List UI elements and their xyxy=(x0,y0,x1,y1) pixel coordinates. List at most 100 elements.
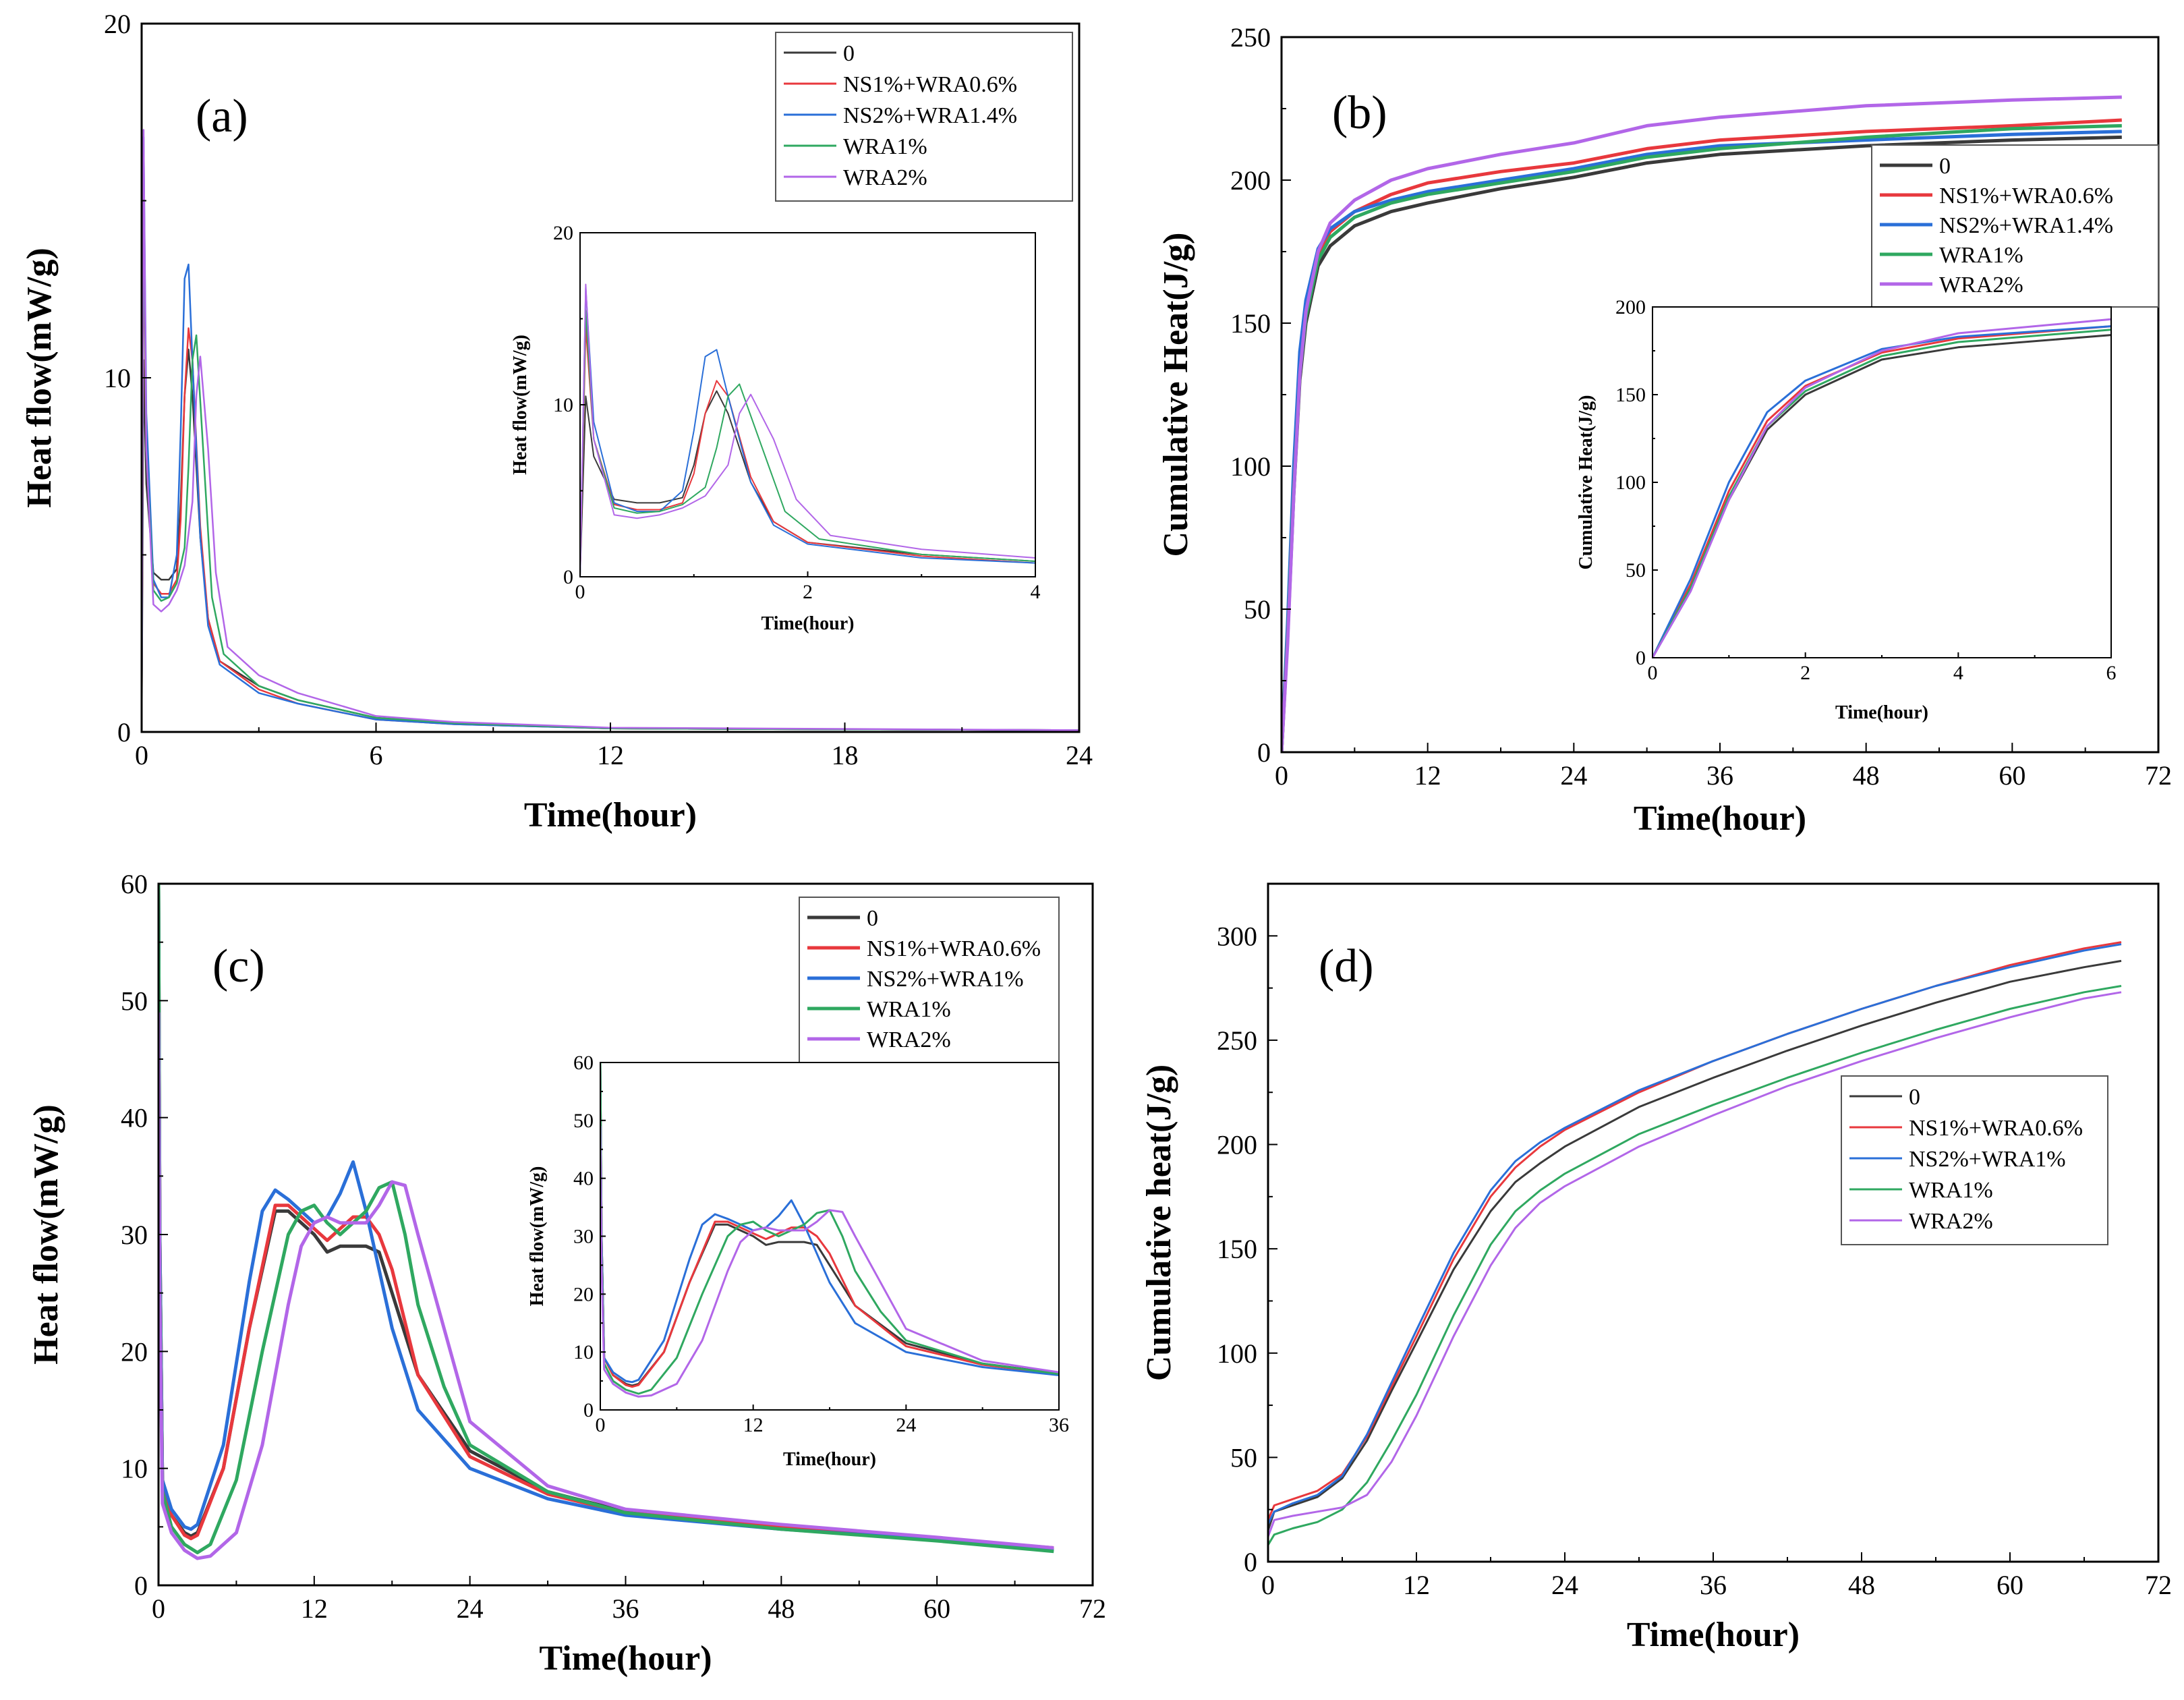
panel-c: 0 12 24 36 48 60 72 0 10 20 30 40 50 60 Time(hour) Heat… xyxy=(27,869,1106,1678)
y-axis-label: Heat flow(mW/g) xyxy=(510,335,531,475)
legend-entry: WRA2% xyxy=(1909,1209,1993,1234)
y-tick-label: 60 xyxy=(573,1052,594,1074)
legend-entry: WRA1% xyxy=(1939,243,2023,268)
series-line-ns1-wra0-6- xyxy=(600,1062,1059,1388)
x-tick-label: 12 xyxy=(1414,760,1441,791)
x-tick-label: 48 xyxy=(1853,760,1880,791)
x-tick-label: 48 xyxy=(1848,1570,1875,1600)
legend-entry: NS1%+WRA0.6% xyxy=(1939,183,2113,208)
y-tick-label: 50 xyxy=(1244,594,1271,625)
series-line-wra2- xyxy=(159,1012,1054,1560)
x-tick-label: 24 xyxy=(1551,1570,1578,1600)
y-tick-label: 100 xyxy=(1230,451,1271,482)
y-axis-label: Cumulative Heat(J/g) xyxy=(1576,395,1597,570)
legend-entry: NS2%+WRA1.4% xyxy=(1939,213,2113,238)
y-tick-label: 10 xyxy=(121,1454,148,1484)
series-line-ns1-wra0-6- xyxy=(1653,325,2111,658)
y-tick-label: 10 xyxy=(553,394,573,416)
legend-entry: NS2%+WRA1% xyxy=(867,967,1024,992)
x-tick-label: 24 xyxy=(457,1593,484,1624)
series-line-wra1- xyxy=(142,182,1079,732)
y-tick-label: 30 xyxy=(121,1220,148,1250)
x-tick-label: 0 xyxy=(135,740,148,770)
x-tick-label: 0 xyxy=(1648,662,1658,684)
x-tick-label: 4 xyxy=(1031,581,1041,603)
y-tick-label: 200 xyxy=(1230,165,1271,196)
y-tick-label: 250 xyxy=(1230,22,1271,53)
series-line-wra1- xyxy=(600,1062,1059,1395)
x-tick-label: 72 xyxy=(1079,1593,1106,1624)
legend-entry: 0 xyxy=(1939,154,1951,179)
inset-background xyxy=(600,1062,1059,1410)
series-line-ns1-wra0-6- xyxy=(580,327,1035,577)
series-line-wra2- xyxy=(600,1126,1059,1398)
x-tick-label: 0 xyxy=(1261,1570,1275,1600)
y-tick-label: 0 xyxy=(583,1399,594,1421)
series-line-0 xyxy=(1653,334,2111,658)
x-tick-label: 4 xyxy=(1953,662,1963,684)
x-tick-label: 60 xyxy=(923,1593,950,1624)
legend-entry: WRA1% xyxy=(843,134,927,159)
panel-label: (d) xyxy=(1319,940,1374,992)
y-tick-label: 0 xyxy=(563,566,573,588)
y-tick-label: 250 xyxy=(1217,1025,1257,1056)
y-tick-label: 40 xyxy=(121,1103,148,1133)
legend-entry: 0 xyxy=(843,41,855,66)
y-tick-label: 200 xyxy=(1615,296,1646,318)
y-tick-label: 20 xyxy=(121,1336,148,1367)
x-tick-label: 12 xyxy=(597,740,624,770)
x-tick-label: 60 xyxy=(1999,760,2025,791)
series-line-wra2- xyxy=(1653,318,2111,658)
x-tick-label: 72 xyxy=(2145,1570,2172,1600)
series-line-ns2-wra1- xyxy=(1268,943,2122,1525)
legend-box xyxy=(1841,1075,2108,1245)
series-line-wra1- xyxy=(580,309,1035,577)
y-tick-label: 0 xyxy=(1244,1547,1257,1577)
y-tick-label: 50 xyxy=(1626,559,1646,582)
y-tick-label: 50 xyxy=(1230,1442,1257,1473)
series-line-wra2- xyxy=(580,283,1035,577)
x-tick-label: 48 xyxy=(768,1593,795,1624)
y-tick-label: 20 xyxy=(104,9,131,39)
y-tick-label: 10 xyxy=(573,1341,594,1363)
legend-entry: NS1%+WRA0.6% xyxy=(843,72,1017,97)
x-tick-label: 36 xyxy=(612,1593,639,1624)
y-axis-label: Cumulative Heat(J/g) xyxy=(1157,233,1195,557)
y-axis-label: Cumulative heat(J/g) xyxy=(1140,1065,1178,1381)
x-tick-label: 0 xyxy=(596,1414,606,1436)
panel-label: (c) xyxy=(212,940,265,992)
legend-entry: WRA2% xyxy=(843,165,927,190)
x-tick-label: 0 xyxy=(152,1593,165,1624)
legend-entry: WRA1% xyxy=(867,997,951,1022)
legend-entry: NS1%+WRA0.6% xyxy=(1909,1116,2083,1141)
x-tick-label: 2 xyxy=(803,581,813,603)
x-tick-label: 24 xyxy=(1066,740,1093,770)
x-tick-label: 60 xyxy=(1996,1570,2023,1600)
series-line-ns2-wra1-4- xyxy=(580,287,1035,577)
x-tick-label: 24 xyxy=(896,1414,916,1436)
legend-entry: NS1%+WRA0.6% xyxy=(867,936,1041,961)
x-tick-label: 36 xyxy=(1706,760,1733,791)
legend-entry: NS2%+WRA1% xyxy=(1909,1147,2066,1172)
series-line-ns1-wra0-6- xyxy=(159,884,1054,1550)
x-axis-label: Time(hour) xyxy=(539,1639,712,1678)
x-tick-label: 36 xyxy=(1049,1414,1069,1436)
y-tick-label: 20 xyxy=(573,1283,594,1305)
x-tick-label: 12 xyxy=(301,1593,328,1624)
panel-label: (b) xyxy=(1332,87,1387,139)
x-axis-label: Time(hour) xyxy=(1627,1616,1800,1654)
x-tick-label: 24 xyxy=(1560,760,1587,791)
series-line-wra2- xyxy=(1268,991,2122,1537)
x-axis-label: Time(hour) xyxy=(524,796,697,834)
y-tick-label: 60 xyxy=(121,869,148,899)
y-tick-label: 150 xyxy=(1217,1234,1257,1264)
x-tick-label: 36 xyxy=(1700,1570,1727,1600)
inset-b: 0 2 4 6 0 50 100 150 200 Time(hour) Cumulative Hea… xyxy=(1576,296,2117,723)
y-tick-label: 150 xyxy=(1230,308,1271,339)
series-line-0 xyxy=(1268,959,2122,1531)
y-tick-label: 100 xyxy=(1217,1338,1257,1369)
x-tick-label: 12 xyxy=(1403,1570,1430,1600)
series-line-ns2-wra1-4- xyxy=(142,136,1079,732)
